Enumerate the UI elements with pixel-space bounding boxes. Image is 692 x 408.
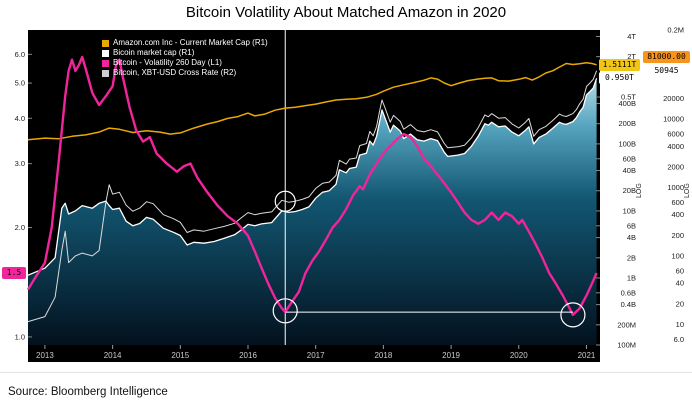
- svg-text:10B: 10B: [623, 206, 636, 215]
- legend-item-bitcoin-mcap[interactable]: Bicoin market cap (R1): [102, 48, 268, 58]
- svg-text:1.0: 1.0: [15, 332, 25, 341]
- svg-text:40B: 40B: [623, 166, 636, 175]
- svg-text:LOG: LOG: [636, 183, 643, 198]
- svg-text:60: 60: [676, 267, 684, 276]
- svg-text:400: 400: [671, 210, 684, 219]
- legend-item-bitcoin-volatility[interactable]: Bitcoin - Volatility 260 Day (L1): [102, 58, 268, 68]
- svg-text:0.6B: 0.6B: [621, 288, 636, 297]
- badge-xbt-current: 50945: [643, 65, 690, 77]
- svg-text:20: 20: [676, 299, 684, 308]
- chart-legend: Amazon.com Inc - Current Market Cap (R1)…: [102, 38, 268, 78]
- svg-text:1B: 1B: [627, 273, 636, 282]
- svg-text:6.0: 6.0: [15, 50, 25, 59]
- svg-text:60B: 60B: [623, 154, 636, 163]
- svg-text:2017: 2017: [307, 351, 325, 360]
- svg-text:10000: 10000: [663, 115, 684, 124]
- chart-title: Bitcoin Volatility About Matched Amazon …: [185, 4, 507, 21]
- badge-vol-current: 1.5: [2, 267, 26, 279]
- svg-text:2021: 2021: [578, 351, 596, 360]
- legend-label: Amazon.com Inc - Current Market Cap (R1): [113, 38, 268, 47]
- svg-text:2014: 2014: [104, 351, 122, 360]
- svg-text:6B: 6B: [627, 221, 636, 230]
- svg-text:100: 100: [671, 251, 684, 260]
- svg-text:2013: 2013: [36, 351, 54, 360]
- svg-text:2000: 2000: [667, 162, 684, 171]
- svg-text:200M: 200M: [617, 320, 636, 329]
- svg-text:2T: 2T: [627, 52, 636, 61]
- svg-text:0.5T: 0.5T: [621, 93, 636, 102]
- svg-text:0.4B: 0.4B: [621, 300, 636, 309]
- divider: [0, 372, 692, 373]
- svg-text:6.0: 6.0: [674, 335, 684, 344]
- svg-text:2019: 2019: [442, 351, 460, 360]
- svg-text:4.0: 4.0: [15, 114, 25, 123]
- legend-item-xbt-cross-rate[interactable]: Bitcoin, XBT-USD Cross Rate (R2): [102, 68, 268, 78]
- svg-text:2B: 2B: [627, 253, 636, 262]
- legend-label: Bitcoin, XBT-USD Cross Rate (R2): [113, 68, 237, 77]
- svg-text:20B: 20B: [623, 186, 636, 195]
- svg-text:1000: 1000: [667, 183, 684, 192]
- svg-text:2015: 2015: [171, 351, 189, 360]
- badge-amzn-mcap-current: 1.5111T: [599, 59, 640, 71]
- badge-xbt-track: 81000.00: [643, 51, 690, 63]
- svg-text:0.2M: 0.2M: [667, 26, 684, 35]
- svg-text:400B: 400B: [618, 99, 636, 108]
- svg-text:600: 600: [671, 198, 684, 207]
- svg-text:100M: 100M: [617, 341, 636, 350]
- source-caption: Source: Bloomberg Intelligence: [8, 386, 168, 398]
- legend-label: Bitcoin - Volatility 260 Day (L1): [113, 58, 222, 67]
- svg-text:20000: 20000: [663, 94, 684, 103]
- legend-swatch-icon: [102, 69, 109, 77]
- svg-text:2018: 2018: [374, 351, 392, 360]
- legend-swatch-icon: [102, 39, 109, 47]
- svg-text:100B: 100B: [618, 139, 636, 148]
- legend-swatch-icon: [102, 59, 109, 67]
- svg-text:5.0: 5.0: [15, 79, 25, 88]
- svg-text:6000: 6000: [667, 130, 684, 139]
- legend-swatch-icon: [102, 49, 109, 57]
- svg-text:2016: 2016: [239, 351, 257, 360]
- svg-text:2020: 2020: [510, 351, 528, 360]
- svg-text:4T: 4T: [627, 32, 636, 41]
- svg-text:4B: 4B: [627, 233, 636, 242]
- svg-text:10: 10: [676, 320, 684, 329]
- legend-item-amazon-mcap[interactable]: Amazon.com Inc - Current Market Cap (R1): [102, 38, 268, 48]
- svg-text:40: 40: [676, 279, 684, 288]
- svg-text:2.0: 2.0: [15, 223, 25, 232]
- badge-btc-mcap-current: 0.950T: [599, 72, 640, 84]
- svg-text:4000: 4000: [667, 142, 684, 151]
- svg-text:LOG: LOG: [684, 183, 691, 198]
- svg-text:200B: 200B: [618, 119, 636, 128]
- svg-text:3.0: 3.0: [15, 159, 25, 168]
- legend-label: Bicoin market cap (R1): [113, 48, 195, 57]
- svg-text:200: 200: [671, 231, 684, 240]
